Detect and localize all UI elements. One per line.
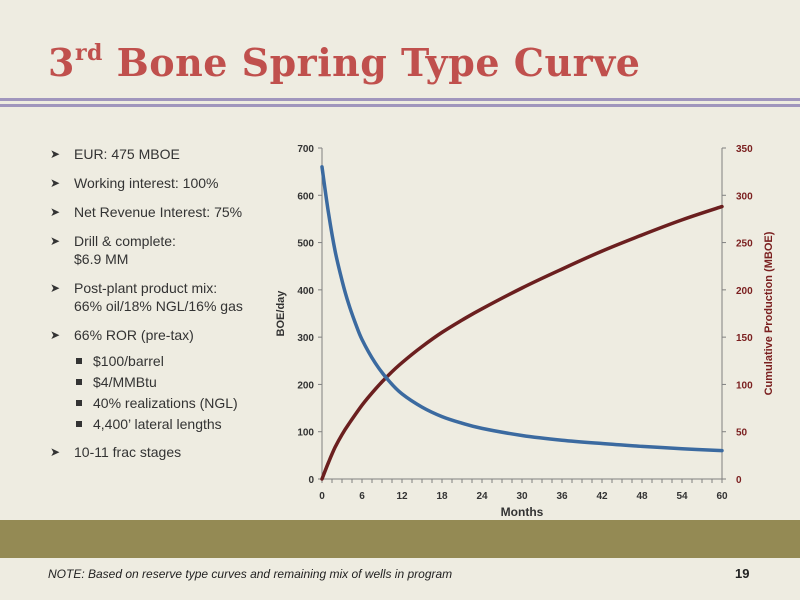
y2-tick-label: 0 — [736, 475, 742, 486]
y2-tick-label: 350 — [736, 144, 753, 155]
x-tick-label: 54 — [676, 491, 688, 502]
y2-tick-label: 150 — [736, 333, 753, 344]
y-tick-label: 200 — [297, 380, 314, 391]
y2-tick-label: 300 — [736, 191, 753, 202]
sub-bullet-ngl-realizations: 40% realizations (NGL) — [50, 394, 275, 412]
y-tick-label: 0 — [308, 475, 314, 486]
arrow-bullet-icon: ➤ — [50, 281, 61, 295]
y2-tick-label: 200 — [736, 286, 753, 297]
sub-bullet-gas-price: $4/MMBtu — [50, 373, 275, 391]
arrow-bullet-icon: ➤ — [50, 176, 61, 190]
square-bullet-icon — [76, 421, 82, 427]
y-tick-label: 400 — [297, 286, 314, 297]
x-tick-label: 6 — [359, 491, 365, 502]
footer-band — [0, 520, 800, 558]
arrow-bullet-icon: ➤ — [50, 234, 61, 248]
type-curve-chart: 0100200300400500600700050100150200250300… — [275, 144, 775, 519]
series-line-cumulative-production — [320, 204, 724, 481]
x-tick-label: 24 — [476, 491, 488, 502]
y-axis-label: BOE/day — [275, 290, 287, 337]
arrow-bullet-icon: ➤ — [50, 147, 61, 161]
bullet-drill-complete: ➤ Drill & complete: $6.9 MM — [50, 233, 176, 267]
arrow-bullet-icon: ➤ — [50, 328, 61, 342]
y2-tick-label: 100 — [736, 380, 753, 391]
arrow-bullet-icon: ➤ — [50, 445, 61, 459]
square-bullet-icon — [76, 379, 82, 385]
sub-bullet-lateral-lengths: 4,400’ lateral lengths — [50, 415, 275, 433]
y-tick-label: 100 — [297, 428, 314, 439]
x-tick-label: 30 — [516, 491, 528, 502]
x-tick-label: 0 — [319, 491, 325, 502]
bullet-eur: ➤ EUR: 475 MBOE — [50, 146, 180, 162]
x-axis-label: Months — [501, 505, 544, 519]
page-number: 19 — [735, 566, 750, 581]
arrow-bullet-icon: ➤ — [50, 205, 61, 219]
x-tick-label: 18 — [436, 491, 448, 502]
y-tick-label: 700 — [297, 144, 314, 155]
y-tick-label: 500 — [297, 239, 314, 250]
bullet-ror: ➤ 66% ROR (pre-tax) — [50, 327, 194, 343]
title-rule-top — [0, 98, 800, 101]
sub-bullet-oil-price: $100/barrel — [50, 352, 275, 370]
y-tick-label: 600 — [297, 191, 314, 202]
x-tick-label: 60 — [716, 491, 728, 502]
footnote: NOTE: Based on reserve type curves and r… — [48, 567, 453, 581]
square-bullet-icon — [76, 400, 82, 406]
page-title: 3rd Bone Spring Type Curve — [48, 40, 641, 85]
y2-tick-label: 250 — [736, 239, 753, 250]
title-rule-bottom — [0, 104, 800, 107]
square-bullet-icon — [76, 358, 82, 364]
y2-tick-label: 50 — [736, 428, 748, 439]
y-tick-label: 300 — [297, 333, 314, 344]
x-tick-label: 42 — [596, 491, 608, 502]
x-tick-label: 36 — [556, 491, 568, 502]
series-line-boe-per-day — [320, 165, 724, 453]
x-tick-label: 12 — [396, 491, 408, 502]
bullet-list: ➤ EUR: 475 MBOE ➤ Working interest: 100% ➤… — [50, 145, 275, 472]
bullet-working-interest: ➤ Working interest: 100% — [50, 175, 219, 191]
bullet-frac-stages: ➤ 10-11 frac stages — [50, 444, 182, 460]
bullet-product-mix: ➤ Post-plant product mix: 66% oil/18% NGL/… — [50, 280, 243, 314]
x-tick-label: 48 — [636, 491, 648, 502]
bullet-net-revenue-interest: ➤ Net Revenue Interest: 75% — [50, 204, 243, 220]
y2-axis-label: Cumulative Production (MBOE) — [763, 231, 775, 395]
